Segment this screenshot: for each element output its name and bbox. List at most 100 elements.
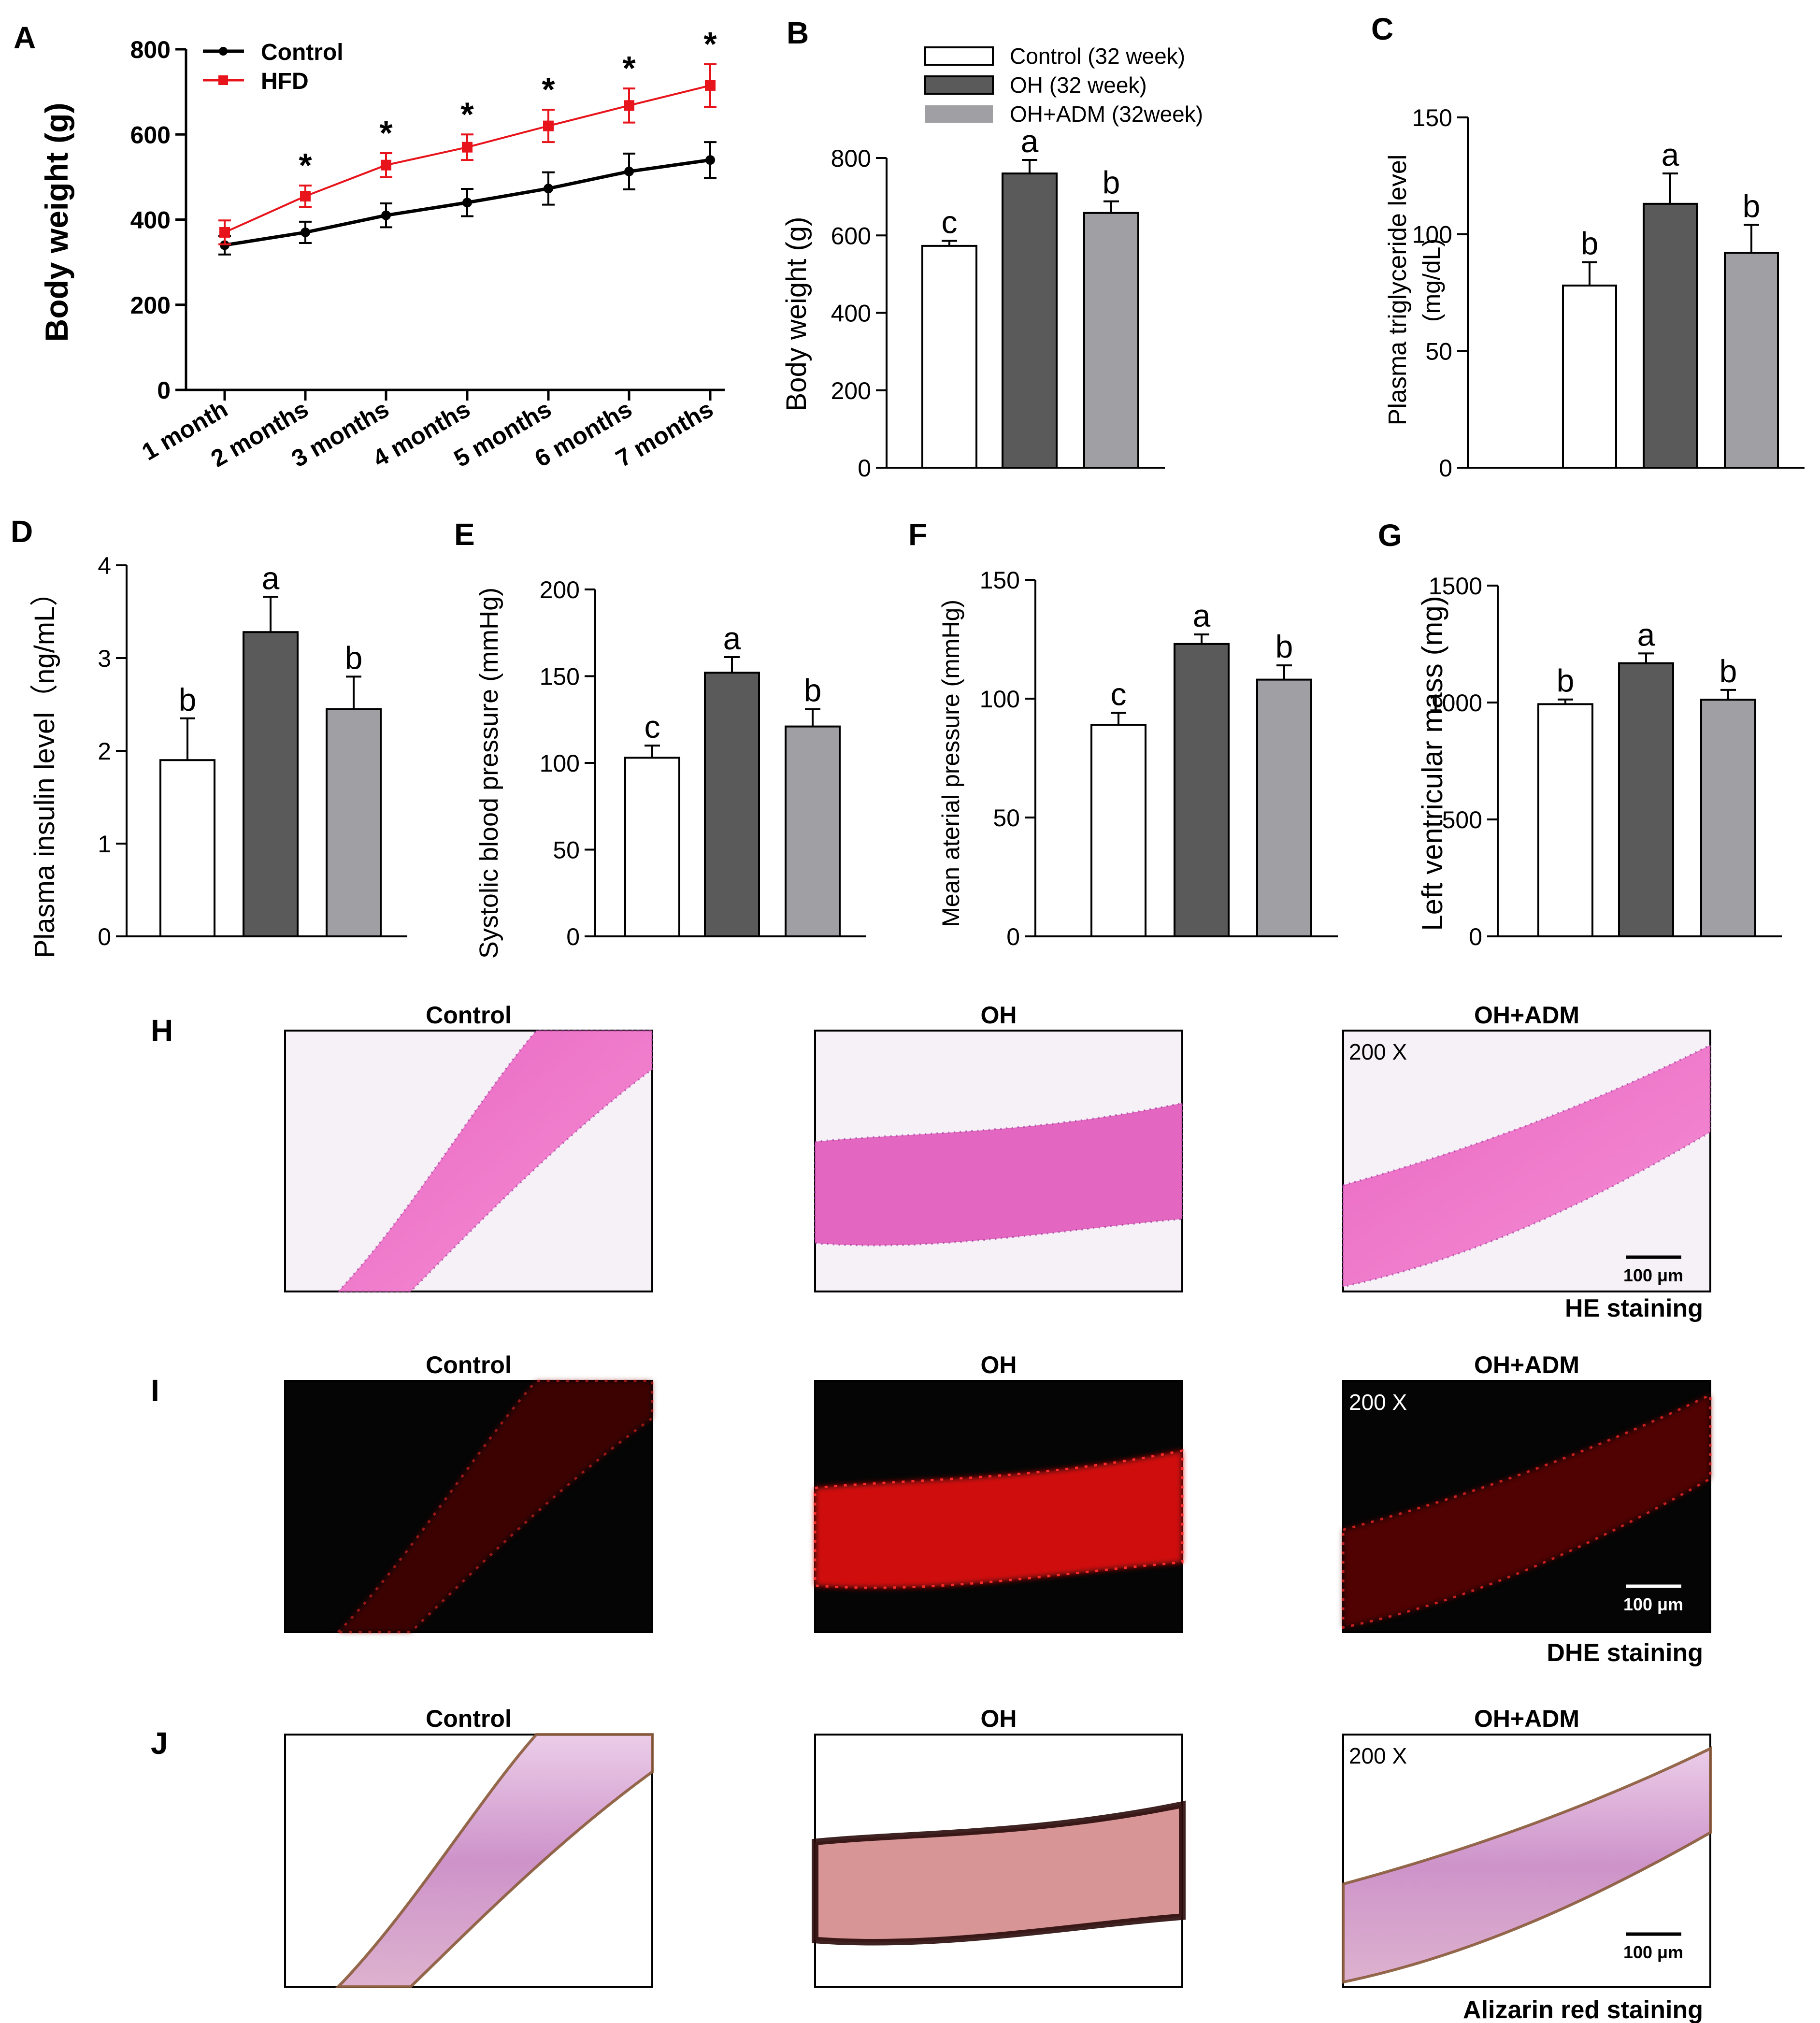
group-letter: b: [345, 640, 363, 675]
dhe-fluorescent-nuclei: [1342, 1392, 1712, 1629]
y-axis-label: Body weight (g): [39, 103, 74, 342]
y-tick-label: 50: [993, 804, 1020, 832]
y-tick-label: 100: [980, 686, 1020, 713]
y-axis-label: Mean aterial pressure (mmHg): [937, 600, 964, 927]
scale-bar-label: 100 μm: [1623, 1942, 1683, 1962]
micrographs-layer: Control OH OH+ADM 200 X 100 μm HE staining Con…: [284, 1002, 1712, 2023]
condition-label: OH: [981, 1351, 1017, 1378]
group-letter: a: [1021, 123, 1039, 159]
data-point: [219, 227, 230, 238]
stain-label: HE staining: [1565, 1294, 1703, 1322]
y-tick-label: 800: [130, 36, 171, 63]
y-axis-label: Body weight (g): [781, 217, 812, 412]
group-letter: c: [942, 204, 958, 240]
condition-label: OH: [981, 1002, 1017, 1029]
significance-star: *: [703, 25, 717, 63]
y-tick-label: 500: [1442, 806, 1482, 833]
data-point: [300, 191, 311, 202]
panel-letter-j: J: [151, 1726, 168, 1761]
panel-letter-d: D: [11, 514, 33, 549]
legend-label: HFD: [261, 69, 309, 94]
y-axis-label: Systolic blood pressure (mmHg): [474, 588, 503, 959]
y-tick-label: 600: [130, 121, 171, 148]
dhe-fluorescent-nuclei: [335, 1379, 654, 1634]
data-point: [705, 80, 716, 91]
bar-control: [159, 759, 215, 937]
data-point: [381, 159, 391, 171]
panel-letter-h: H: [151, 1013, 173, 1048]
panel-e-chart: 0 50 100 150 200 Systolic blood pressure (mmH…: [474, 576, 866, 959]
condition-label: OH+ADM: [1474, 1705, 1579, 1732]
bar-oh-adm: [1083, 212, 1139, 469]
y-tick-label: 0: [566, 923, 580, 950]
bar-oh-adm: [785, 725, 841, 937]
data-point: [544, 184, 553, 194]
y-tick-label: 150: [540, 663, 580, 690]
tissue-nuclei-texture: [814, 1102, 1183, 1247]
legend-swatch: [924, 46, 994, 66]
significance-star: *: [622, 49, 636, 87]
y-tick-label: 100: [540, 750, 580, 777]
data-point: [543, 120, 554, 131]
stain-label: DHE staining: [1547, 1639, 1703, 1667]
legend-label: OH+ADM (32week): [1010, 101, 1203, 127]
panel-letter-b: B: [787, 15, 809, 50]
group-letter: b: [1581, 226, 1599, 261]
data-point: [301, 227, 310, 237]
calcification-edge: [1342, 1746, 1712, 1984]
legend-label: OH (32 week): [1010, 72, 1147, 98]
bar-oh-adm: [1700, 699, 1756, 938]
data-point: [462, 142, 473, 153]
dhe-fluorescent-nuclei: [814, 1449, 1184, 1589]
bar-oh: [1174, 643, 1230, 937]
bar-oh-adm: [1724, 252, 1779, 469]
group-letter: a: [723, 620, 741, 656]
panel-j-micrographs: Control OH OH+ADM 200 X 100 μm Alizarin red s…: [284, 1705, 1712, 2023]
panel-letter-c: C: [1371, 12, 1393, 46]
group-letter: c: [645, 709, 660, 745]
scale-bar-label: 100 μm: [1623, 1594, 1683, 1614]
panel-b-chart: 0 200 400 600 800 Body weight (g) c a b Control (…: [781, 43, 1203, 482]
bar-oh-adm: [326, 708, 382, 937]
group-letter: b: [1557, 663, 1575, 699]
legend-label: Control (32 week): [1010, 43, 1185, 69]
y-tick-label: 1500: [1429, 573, 1482, 600]
significance-star: *: [379, 114, 393, 152]
bar-oh: [1002, 172, 1058, 469]
group-letter: b: [1743, 188, 1761, 224]
panel-d-chart: 0 1 2 3 4 Plasma insulin level（ng/mL） b a b: [29, 552, 407, 958]
dhe-fluorescence-band: [815, 1450, 1182, 1588]
bar-oh-adm: [1256, 678, 1312, 937]
data-point: [381, 210, 391, 220]
calcification-edge: [335, 1733, 654, 1988]
condition-label: OH+ADM: [1474, 1351, 1579, 1378]
group-letter: a: [1193, 598, 1211, 633]
group-letter: b: [1275, 629, 1293, 664]
alizarin-tissue-band: [815, 1805, 1182, 1942]
vessel-wall-tissue: [338, 1031, 652, 1291]
magnification-label: 200 X: [1349, 1390, 1407, 1415]
bar-oh: [704, 672, 760, 937]
panel-letter-f: F: [908, 517, 927, 552]
bar-control: [624, 757, 680, 937]
y-tick-label: 200: [831, 377, 871, 404]
group-letter: a: [262, 560, 280, 596]
condition-label: Control: [426, 1351, 512, 1378]
group-letter: a: [1662, 137, 1679, 172]
y-axis-label: Plasma triglyceride level: [1384, 155, 1412, 426]
y-axis-label: Left ventricular mass (mg): [1416, 596, 1448, 931]
y-tick-label: 2: [98, 738, 111, 765]
y-tick-label: 600: [831, 222, 871, 249]
y-tick-label: 150: [980, 567, 1020, 594]
y-tick-label: 4: [98, 552, 111, 579]
panel-i-micrographs: Control OH OH+ADM 200 X 100 μm DHE staining: [284, 1351, 1712, 1667]
dhe-fluorescence-band: [1343, 1394, 1710, 1628]
bar-control: [1562, 285, 1617, 469]
legend-swatch: [924, 75, 994, 95]
group-letter: a: [1637, 617, 1655, 652]
